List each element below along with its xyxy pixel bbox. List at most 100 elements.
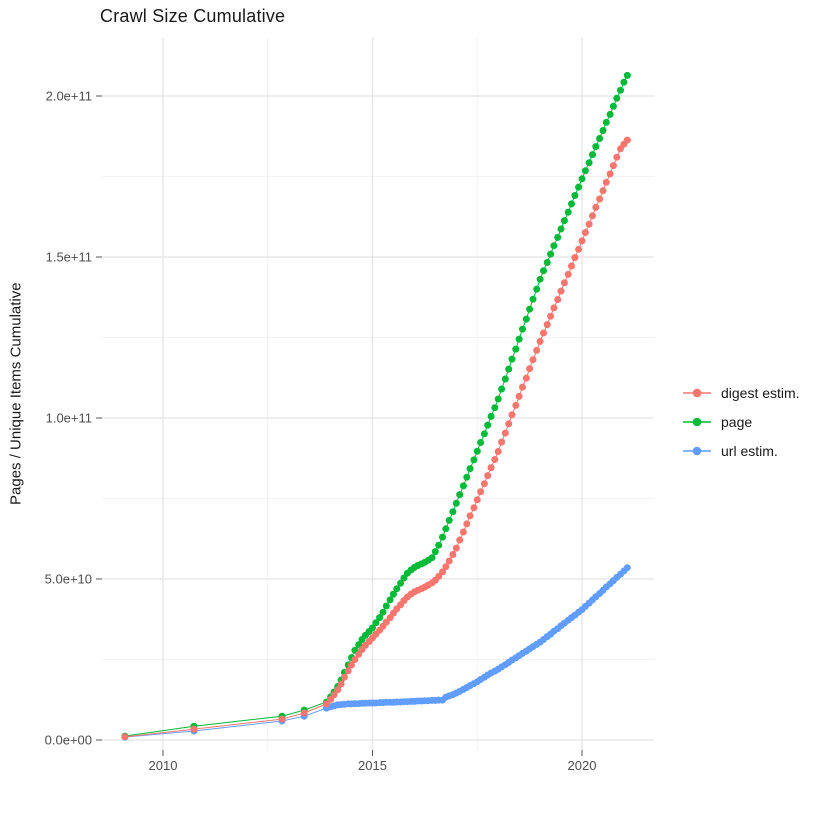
chart-title: Crawl Size Cumulative	[100, 6, 286, 26]
data-point-page	[512, 345, 520, 353]
data-point-digest-estim	[344, 667, 352, 675]
data-point-page	[459, 482, 467, 490]
data-point-digest-estim	[445, 557, 453, 565]
data-point-page	[439, 533, 446, 541]
legend-key-icon-page	[683, 417, 711, 426]
data-point-digest-estim	[596, 195, 604, 203]
data-point-page	[568, 200, 575, 208]
data-point-page	[526, 305, 534, 313]
data-point-digest-estim	[613, 153, 621, 161]
data-point-digest-estim	[300, 709, 308, 717]
data-point-page	[466, 465, 474, 473]
data-point-page	[606, 110, 614, 118]
data-point-page	[389, 590, 397, 598]
data-point-digest-estim	[505, 420, 513, 428]
series-line-url-estim	[124, 567, 628, 738]
data-point-page	[554, 233, 562, 241]
data-point-digest-estim	[348, 661, 355, 669]
legend-key-icon-digest-estim	[683, 388, 711, 397]
data-point-page	[386, 596, 394, 604]
data-point-digest-estim	[526, 365, 534, 373]
data-point-digest-estim	[564, 270, 572, 278]
legend-item-url-estim: url estim.	[682, 436, 800, 465]
data-point-digest-estim	[501, 429, 509, 437]
legend: digest estim. page url estim.	[682, 378, 800, 465]
data-point-digest-estim	[554, 296, 562, 303]
data-point-digest-estim	[623, 136, 631, 144]
data-point-digest-estim	[522, 374, 530, 382]
data-point-digest-estim	[470, 504, 478, 512]
data-point-page	[397, 579, 405, 587]
data-point-digest-estim	[599, 187, 607, 195]
data-point-page	[564, 208, 572, 216]
data-point-digest-estim	[473, 496, 481, 504]
data-point-digest-estim	[606, 170, 614, 178]
data-point-page	[445, 516, 453, 524]
data-point-digest-estim	[512, 401, 520, 409]
data-point-digest-estim	[575, 245, 583, 253]
data-point-digest-estim	[351, 656, 359, 663]
data-point-page	[498, 385, 506, 393]
data-point-page	[435, 541, 443, 549]
data-point-page	[515, 335, 523, 343]
y-tick-label-1.5e+11: 1.5e+11	[46, 250, 92, 265]
data-point-page	[484, 421, 492, 429]
data-point-digest-estim	[491, 456, 499, 463]
y-tick-label-1.0e+11: 1.0e+11	[46, 411, 92, 426]
data-point-page	[501, 375, 509, 383]
data-point-page	[480, 430, 488, 438]
data-point-digest-estim	[337, 680, 345, 688]
data-point-page	[487, 412, 495, 420]
data-point-page	[536, 275, 544, 283]
data-point-page	[449, 508, 457, 516]
legend-label-url-estim: url estim.	[721, 442, 778, 459]
data-point-page	[508, 355, 516, 363]
data-point-digest-estim	[557, 287, 565, 295]
data-point-page	[376, 614, 384, 622]
data-point-digest-estim	[463, 520, 471, 528]
data-point-page	[491, 404, 499, 412]
data-point-page	[463, 473, 471, 481]
data-point-page	[369, 624, 376, 632]
legend-item-page: page	[682, 407, 800, 436]
data-point-page	[529, 295, 537, 303]
data-point-digest-estim	[452, 544, 460, 552]
data-point-page	[617, 86, 624, 94]
data-point-page	[494, 395, 502, 403]
data-point-page	[620, 78, 628, 86]
data-point-page	[596, 135, 604, 142]
data-point-digest-estim	[334, 686, 342, 694]
data-point-page	[585, 159, 593, 167]
data-point-page	[578, 175, 586, 183]
data-point-digest-estim	[330, 691, 338, 699]
legend-label-page: page	[721, 413, 753, 430]
y-tick-label-0.0e+00: 0.0e+00	[45, 733, 92, 748]
data-point-page	[470, 456, 478, 464]
data-point-digest-estim	[466, 512, 474, 520]
data-point-digest-estim	[515, 392, 523, 400]
data-point-page	[571, 192, 579, 199]
data-point-digest-estim	[543, 321, 551, 329]
data-point-digest-estim	[533, 346, 541, 354]
data-point-digest-estim	[602, 178, 610, 186]
data-point-page	[477, 439, 485, 446]
data-point-page	[602, 118, 610, 126]
data-point-digest-estim	[477, 488, 485, 496]
data-point-digest-estim	[456, 536, 464, 544]
y-tick-label-2.0e+11: 2.0e+11	[46, 89, 92, 104]
data-point-digest-estim	[550, 304, 558, 312]
data-point-page	[522, 315, 530, 323]
data-point-digest-estim	[498, 438, 506, 446]
data-point-digest-estim	[508, 411, 516, 419]
x-tick-label-2010: 2010	[149, 758, 178, 773]
data-point-page	[473, 447, 481, 455]
series-line-digest-estim	[124, 139, 628, 738]
data-point-page	[372, 619, 380, 627]
data-point-digest-estim	[581, 229, 589, 236]
data-point-digest-estim	[190, 725, 198, 733]
data-point-digest-estim	[519, 383, 526, 391]
data-point-page	[560, 217, 568, 225]
data-point-page	[543, 259, 551, 266]
data-point-digest-estim	[540, 329, 547, 337]
